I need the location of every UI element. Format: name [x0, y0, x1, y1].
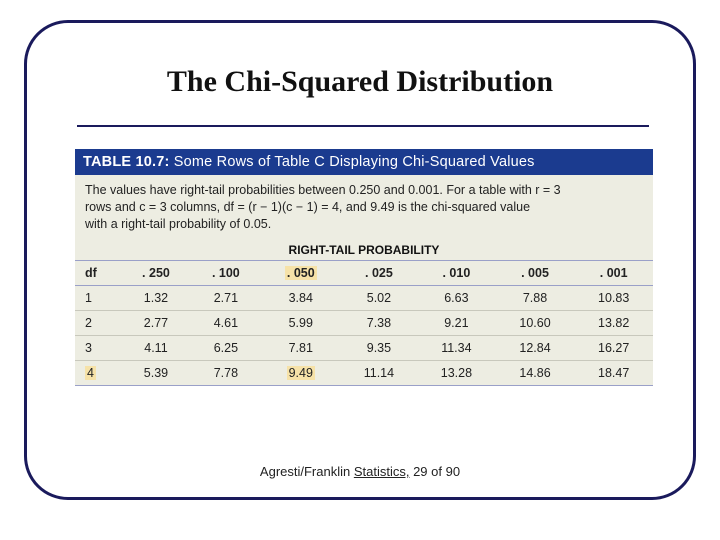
cell-df: 4	[75, 360, 121, 385]
table-row: 1 1.32 2.71 3.84 5.02 6.63 7.88 10.83	[75, 285, 653, 310]
cell: 16.27	[574, 335, 653, 360]
cell: 9.35	[341, 335, 417, 360]
title-underline	[77, 125, 649, 127]
col-010: . 010	[417, 260, 496, 285]
col-250: . 250	[121, 260, 191, 285]
cell: 7.88	[496, 285, 575, 310]
cell: 10.83	[574, 285, 653, 310]
table-header-row: df . 250 . 100 . 050 . 025 . 010 . 005 .…	[75, 260, 653, 285]
cell: 13.82	[574, 310, 653, 335]
col-050-label: . 050	[285, 266, 317, 280]
col-001-label: . 001	[600, 266, 628, 280]
caption-line-1: The values have right-tail probabilities…	[85, 183, 561, 197]
col-005-label: . 005	[521, 266, 549, 280]
col-df: df	[75, 260, 121, 285]
table-row: 4 5.39 7.78 9.49 11.14 13.28 14.86 18.47	[75, 360, 653, 385]
cell-df-hl: 4	[85, 366, 96, 380]
cell: 18.47	[574, 360, 653, 385]
table-row: 3 4.11 6.25 7.81 9.35 11.34 12.84 16.27	[75, 335, 653, 360]
chi-squared-table: df . 250 . 100 . 050 . 025 . 010 . 005 .…	[75, 260, 653, 386]
cell: 4.61	[191, 310, 261, 335]
cell: 4.11	[121, 335, 191, 360]
cell: 6.25	[191, 335, 261, 360]
col-100-label: . 100	[212, 266, 240, 280]
footer-prefix: Agresti/Franklin	[260, 464, 354, 479]
col-df-label: df	[85, 266, 97, 280]
cell: 2.71	[191, 285, 261, 310]
col-005: . 005	[496, 260, 575, 285]
col-010-label: . 010	[442, 266, 470, 280]
right-tail-probability-label: RIGHT-TAIL PROBABILITY	[75, 239, 653, 260]
cell: 11.34	[417, 335, 496, 360]
cell: 3.84	[261, 285, 341, 310]
table-caption: The values have right-tail probabilities…	[75, 175, 653, 239]
cell: 6.63	[417, 285, 496, 310]
cell: 2.77	[121, 310, 191, 335]
cell: 7.81	[261, 335, 341, 360]
cell: 5.02	[341, 285, 417, 310]
cell: 7.78	[191, 360, 261, 385]
col-250-label: . 250	[142, 266, 170, 280]
cell: 5.99	[261, 310, 341, 335]
footer-citation: Agresti/Franklin Statistics, 29 of 90	[27, 464, 693, 479]
cell: 1.32	[121, 285, 191, 310]
cell: 13.28	[417, 360, 496, 385]
cell: 10.60	[496, 310, 575, 335]
table-number: TABLE 10.7:	[83, 154, 170, 170]
col-100: . 100	[191, 260, 261, 285]
cell-df: 1	[75, 285, 121, 310]
cell: 14.86	[496, 360, 575, 385]
col-025: . 025	[341, 260, 417, 285]
cell: 12.84	[496, 335, 575, 360]
table-header-bar: TABLE 10.7: Some Rows of Table C Display…	[75, 149, 653, 175]
cell: 7.38	[341, 310, 417, 335]
table-container: TABLE 10.7: Some Rows of Table C Display…	[75, 149, 653, 386]
cell-df: 3	[75, 335, 121, 360]
caption-line-3: with a right-tail probability of 0.05.	[85, 216, 643, 233]
cell: 9.21	[417, 310, 496, 335]
footer-suffix: 29 of 90	[409, 464, 460, 479]
slide-title: The Chi-Squared Distribution	[27, 65, 693, 99]
footer-book: Statistics,	[354, 464, 410, 479]
col-050: . 050	[261, 260, 341, 285]
table-row: 2 2.77 4.61 5.99 7.38 9.21 10.60 13.82	[75, 310, 653, 335]
slide-frame: The Chi-Squared Distribution TABLE 10.7:…	[24, 20, 696, 500]
col-001: . 001	[574, 260, 653, 285]
col-025-label: . 025	[365, 266, 393, 280]
cell: 5.39	[121, 360, 191, 385]
cell: 11.14	[341, 360, 417, 385]
cell-df: 2	[75, 310, 121, 335]
cell: 9.49	[261, 360, 341, 385]
table-title-rest: Some Rows of Table C Displaying Chi-Squa…	[170, 154, 535, 170]
caption-line-2: rows and c = 3 columns, df = (r − 1)(c −…	[85, 199, 643, 216]
cell-hl: 9.49	[287, 366, 315, 380]
